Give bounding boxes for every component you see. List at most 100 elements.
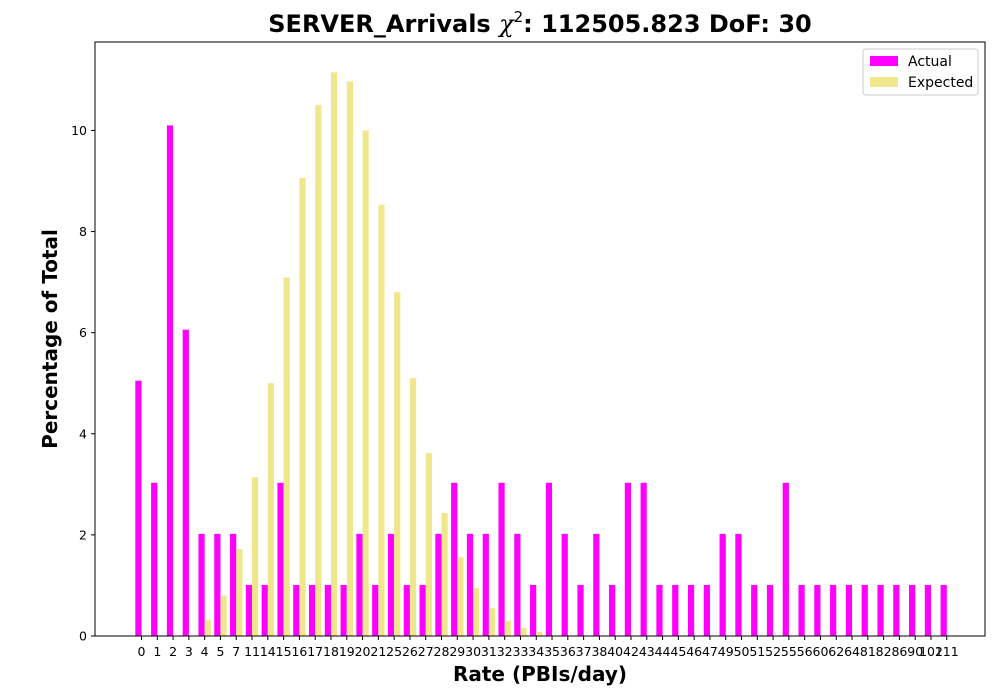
bar-expected-17: [315, 105, 322, 636]
bar-actual-47: [703, 584, 710, 636]
bar-actual-28: [435, 533, 442, 636]
legend: Actual Expected: [862, 48, 979, 96]
bar-actual-17: [308, 584, 316, 636]
bar-actual-111: [940, 584, 947, 636]
bar-actual-4: [198, 533, 205, 636]
bar-actual-62: [830, 584, 837, 636]
x-axis-title: Rate (PBIs/day): [453, 662, 627, 686]
x-tick-label: 31: [481, 644, 497, 659]
bar-actual-37: [577, 584, 584, 636]
bar-actual-7: [230, 533, 237, 636]
x-tick-label: 15: [276, 644, 292, 659]
x-tick-label: 20: [355, 644, 371, 659]
bar-actual-15: [277, 482, 284, 636]
x-tick-label: 111: [935, 644, 959, 659]
x-tick-label: 4: [201, 644, 209, 659]
y-tick-label: 10: [71, 123, 87, 138]
x-tick-label: 30: [465, 644, 481, 659]
x-tick-label: 5: [216, 644, 224, 659]
x-tick-label: 40: [607, 644, 623, 659]
x-tick-label: 26: [402, 644, 418, 659]
bar-expected-16: [299, 177, 306, 637]
bar-actual-82: [877, 584, 884, 636]
bar-actual-49: [719, 533, 726, 636]
x-tick-label: 25: [386, 644, 402, 659]
bar-actual-60: [814, 584, 821, 636]
bar-expected-7: [236, 549, 243, 636]
x-tick-label: 18: [323, 644, 339, 659]
x-tick-label: 2: [169, 644, 177, 659]
x-tick-label: 52: [765, 644, 781, 659]
x-tick-label: 27: [418, 644, 434, 659]
bar-expected-11: [252, 477, 259, 636]
bar-actual-21: [372, 584, 379, 636]
bar-actual-40: [609, 584, 616, 636]
bar-actual-19: [340, 584, 347, 636]
bar-actual-16: [293, 584, 300, 636]
x-tick-label: 35: [544, 644, 560, 659]
x-tick-label: 21: [370, 644, 386, 659]
bar-actual-45: [672, 584, 679, 636]
x-tick-label: 11: [244, 644, 260, 659]
bar-actual-44: [656, 584, 663, 636]
x-tick-label: 64: [844, 644, 860, 659]
y-tick-label: 0: [79, 629, 87, 644]
bar-expected-28: [441, 513, 448, 636]
bar-actual-36: [561, 533, 568, 636]
bar-actual-33: [514, 533, 521, 636]
x-tick-label: 49: [718, 644, 734, 659]
bar-actual-38: [593, 533, 600, 636]
x-tick-label: 47: [702, 644, 718, 659]
bar-actual-27: [419, 584, 426, 636]
y-tick-label: 4: [79, 426, 87, 441]
bars-group: [135, 72, 947, 637]
bar-expected-25: [394, 292, 401, 636]
x-tick-label: 14: [260, 644, 276, 659]
x-tick-label: 17: [307, 644, 323, 659]
bar-actual-1: [151, 482, 158, 636]
bar-actual-86: [893, 584, 900, 636]
x-tick-label: 86: [891, 644, 907, 659]
x-tick-label: 1: [153, 644, 161, 659]
x-tick-label: 32: [497, 644, 513, 659]
bar-expected-4: [204, 619, 211, 636]
bar-expected-14: [267, 383, 275, 636]
x-tick-label: 44: [655, 644, 671, 659]
bar-expected-21: [378, 204, 385, 636]
bar-actual-55: [782, 482, 789, 636]
x-tick-label: 45: [670, 644, 686, 659]
bar-actual-0: [135, 380, 142, 636]
legend-swatch-expected: [870, 77, 898, 87]
x-tick-label: 55: [781, 644, 797, 659]
bar-expected-27: [425, 453, 432, 636]
bar-actual-14: [261, 584, 268, 636]
bar-actual-18: [324, 584, 331, 636]
x-tick-label: 56: [797, 644, 813, 659]
bar-actual-50: [735, 533, 742, 636]
chart-title: SERVER_Arrivals χ2: 112505.823 DoF: 30: [268, 8, 811, 38]
x-tick-label: 51: [749, 644, 765, 659]
bar-actual-11: [245, 584, 253, 636]
bar-actual-35: [545, 482, 553, 636]
y-axis-title: Percentage of Total: [38, 229, 62, 449]
bar-expected-34: [536, 631, 543, 636]
bar-expected-33: [520, 627, 527, 636]
x-tick-label: 82: [876, 644, 892, 659]
bar-actual-51: [751, 584, 758, 636]
y-tick-label: 2: [79, 527, 87, 542]
y-axis: 0 2 4 6 8 10: [71, 123, 95, 644]
bar-expected-15: [283, 277, 290, 636]
bar-actual-46: [687, 584, 695, 636]
bar-expected-20: [362, 130, 369, 636]
x-tick-label: 62: [828, 644, 844, 659]
plot-frame: [94, 41, 986, 637]
bar-expected-32: [504, 620, 511, 636]
x-tick-label: 37: [576, 644, 592, 659]
bar-expected-5: [220, 595, 227, 636]
x-tick-label: 102: [919, 644, 943, 659]
bar-expected-19: [346, 81, 353, 637]
x-tick-label: 50: [734, 644, 750, 659]
bar-expected-18: [330, 72, 338, 636]
bar-actual-3: [182, 329, 189, 636]
